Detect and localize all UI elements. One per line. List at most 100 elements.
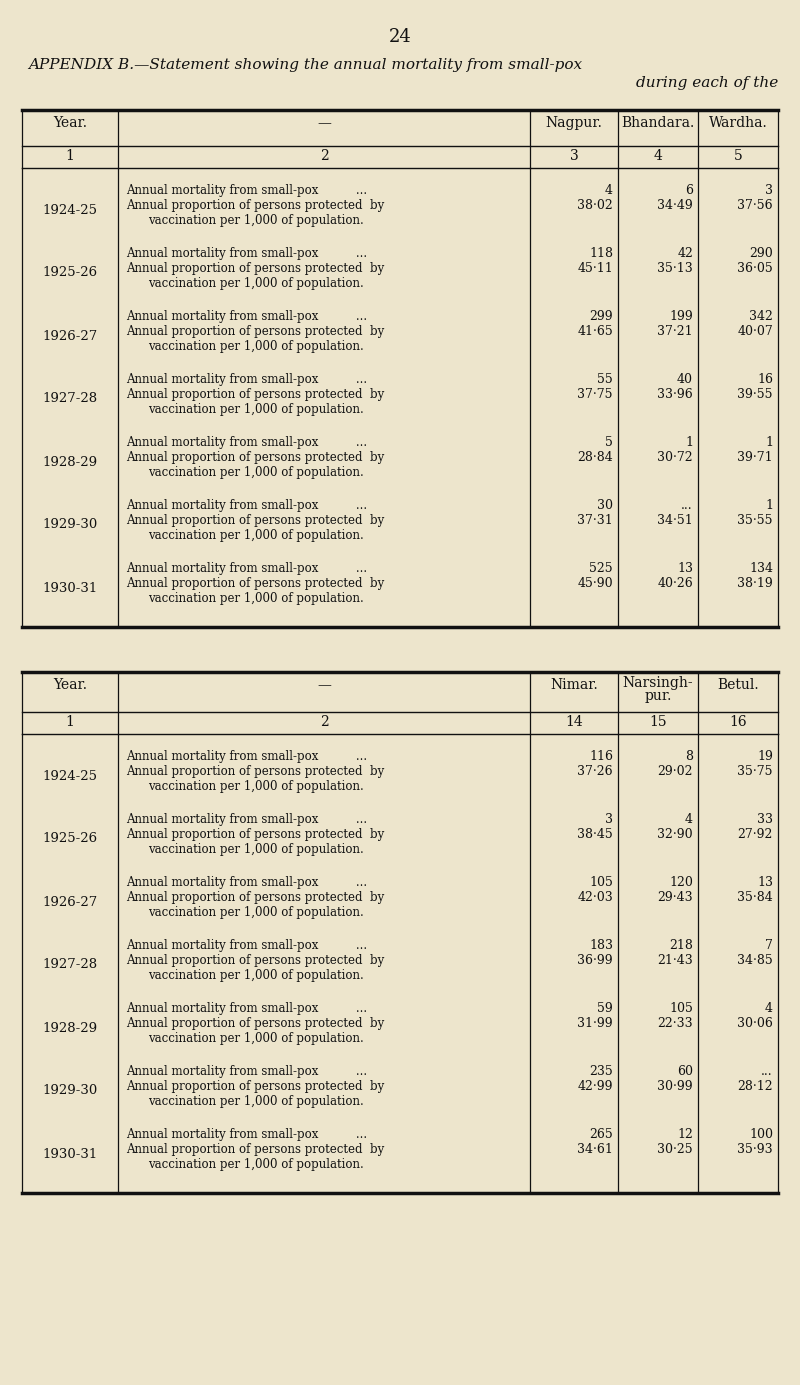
Text: 36·05: 36·05: [738, 262, 773, 276]
Text: 37·75: 37·75: [578, 388, 613, 402]
Text: 1930-31: 1930-31: [42, 582, 98, 594]
Text: 1: 1: [765, 436, 773, 449]
Text: 21·43: 21·43: [658, 954, 693, 967]
Text: 116: 116: [589, 751, 613, 763]
Text: 118: 118: [589, 247, 613, 260]
Text: Annual proportion of persons protected  by: Annual proportion of persons protected b…: [126, 828, 384, 841]
Text: 32·90: 32·90: [658, 828, 693, 841]
Text: 1: 1: [66, 715, 74, 729]
Text: Annual proportion of persons protected  by: Annual proportion of persons protected b…: [126, 954, 384, 967]
Text: 1: 1: [685, 436, 693, 449]
Text: 36·99: 36·99: [578, 954, 613, 967]
Text: Narsingh-: Narsingh-: [622, 676, 694, 690]
Text: 183: 183: [589, 939, 613, 951]
Text: Annual proportion of persons protected  by: Annual proportion of persons protected b…: [126, 325, 384, 338]
Text: 105: 105: [589, 875, 613, 889]
Text: 120: 120: [669, 875, 693, 889]
Text: —: —: [317, 679, 331, 692]
Text: 55: 55: [598, 373, 613, 386]
Text: 1930-31: 1930-31: [42, 1148, 98, 1161]
Text: 1927-28: 1927-28: [42, 392, 98, 406]
Text: vaccination per 1,000 of population.: vaccination per 1,000 of population.: [148, 1032, 364, 1046]
Text: 42·03: 42·03: [578, 891, 613, 904]
Text: 3: 3: [570, 150, 578, 163]
Text: 1: 1: [765, 499, 773, 512]
Text: Annual proportion of persons protected  by: Annual proportion of persons protected b…: [126, 1080, 384, 1093]
Text: 35·55: 35·55: [738, 514, 773, 528]
Text: 218: 218: [669, 939, 693, 951]
Text: 45·90: 45·90: [578, 578, 613, 590]
Text: 12: 12: [677, 1127, 693, 1141]
Text: Annual mortality from small-pox          ...: Annual mortality from small-pox ...: [126, 813, 367, 825]
Text: 35·75: 35·75: [738, 765, 773, 778]
Text: 4: 4: [654, 150, 662, 163]
Text: 34·85: 34·85: [738, 954, 773, 967]
Text: —: —: [317, 116, 331, 130]
Text: Annual mortality from small-pox          ...: Annual mortality from small-pox ...: [126, 1127, 367, 1141]
Text: vaccination per 1,000 of population.: vaccination per 1,000 of population.: [148, 1096, 364, 1108]
Text: 16: 16: [729, 715, 747, 729]
Text: Betul.: Betul.: [717, 679, 759, 692]
Text: Annual mortality from small-pox          ...: Annual mortality from small-pox ...: [126, 1001, 367, 1015]
Text: 39·71: 39·71: [738, 452, 773, 464]
Text: 1926-27: 1926-27: [42, 896, 98, 909]
Text: 60: 60: [677, 1065, 693, 1078]
Text: 34·51: 34·51: [658, 514, 693, 528]
Text: ...: ...: [762, 1065, 773, 1078]
Text: during each of the: during each of the: [636, 76, 778, 90]
Text: 42·99: 42·99: [578, 1080, 613, 1093]
Text: Annual mortality from small-pox          ...: Annual mortality from small-pox ...: [126, 184, 367, 197]
Text: 134: 134: [749, 562, 773, 575]
Text: 265: 265: [590, 1127, 613, 1141]
Text: 37·31: 37·31: [578, 514, 613, 528]
Text: 28·12: 28·12: [738, 1080, 773, 1093]
Text: 38·45: 38·45: [578, 828, 613, 841]
Text: Year.: Year.: [53, 116, 87, 130]
Text: Annual proportion of persons protected  by: Annual proportion of persons protected b…: [126, 452, 384, 464]
Text: 2: 2: [320, 150, 328, 163]
Text: Annual mortality from small-pox          ...: Annual mortality from small-pox ...: [126, 562, 367, 575]
Text: vaccination per 1,000 of population.: vaccination per 1,000 of population.: [148, 465, 364, 479]
Text: 1926-27: 1926-27: [42, 330, 98, 342]
Text: Annual proportion of persons protected  by: Annual proportion of persons protected b…: [126, 199, 384, 212]
Text: vaccination per 1,000 of population.: vaccination per 1,000 of population.: [148, 906, 364, 920]
Text: Annual mortality from small-pox          ...: Annual mortality from small-pox ...: [126, 939, 367, 951]
Text: Nimar.: Nimar.: [550, 679, 598, 692]
Text: 33·96: 33·96: [658, 388, 693, 402]
Text: 31·99: 31·99: [578, 1017, 613, 1030]
Text: 4: 4: [605, 184, 613, 197]
Text: vaccination per 1,000 of population.: vaccination per 1,000 of population.: [148, 780, 364, 794]
Text: 100: 100: [749, 1127, 773, 1141]
Text: 13: 13: [677, 562, 693, 575]
Text: 37·26: 37·26: [578, 765, 613, 778]
Text: 34·61: 34·61: [577, 1143, 613, 1156]
Text: 59: 59: [598, 1001, 613, 1015]
Text: 42: 42: [677, 247, 693, 260]
Text: Annual mortality from small-pox          ...: Annual mortality from small-pox ...: [126, 373, 367, 386]
Text: 1924-25: 1924-25: [42, 770, 98, 783]
Text: 19: 19: [757, 751, 773, 763]
Text: Bhandara.: Bhandara.: [622, 116, 694, 130]
Text: Annual proportion of persons protected  by: Annual proportion of persons protected b…: [126, 1143, 384, 1156]
Text: Annual proportion of persons protected  by: Annual proportion of persons protected b…: [126, 578, 384, 590]
Text: Annual mortality from small-pox          ...: Annual mortality from small-pox ...: [126, 751, 367, 763]
Text: 5: 5: [605, 436, 613, 449]
Text: 24: 24: [389, 28, 411, 46]
Text: vaccination per 1,000 of population.: vaccination per 1,000 of population.: [148, 843, 364, 856]
Text: Annual proportion of persons protected  by: Annual proportion of persons protected b…: [126, 765, 384, 778]
Text: 15: 15: [649, 715, 667, 729]
Text: 30·72: 30·72: [658, 452, 693, 464]
Text: 7: 7: [765, 939, 773, 951]
Text: vaccination per 1,000 of population.: vaccination per 1,000 of population.: [148, 591, 364, 605]
Text: 41·65: 41·65: [578, 325, 613, 338]
Text: 105: 105: [669, 1001, 693, 1015]
Text: 1929-30: 1929-30: [42, 518, 98, 532]
Text: Annual proportion of persons protected  by: Annual proportion of persons protected b…: [126, 514, 384, 528]
Text: 34·49: 34·49: [658, 199, 693, 212]
Text: 27·92: 27·92: [738, 828, 773, 841]
Text: 5: 5: [734, 150, 742, 163]
Text: 525: 525: [590, 562, 613, 575]
Text: vaccination per 1,000 of population.: vaccination per 1,000 of population.: [148, 215, 364, 227]
Text: 39·55: 39·55: [738, 388, 773, 402]
Text: 16: 16: [757, 373, 773, 386]
